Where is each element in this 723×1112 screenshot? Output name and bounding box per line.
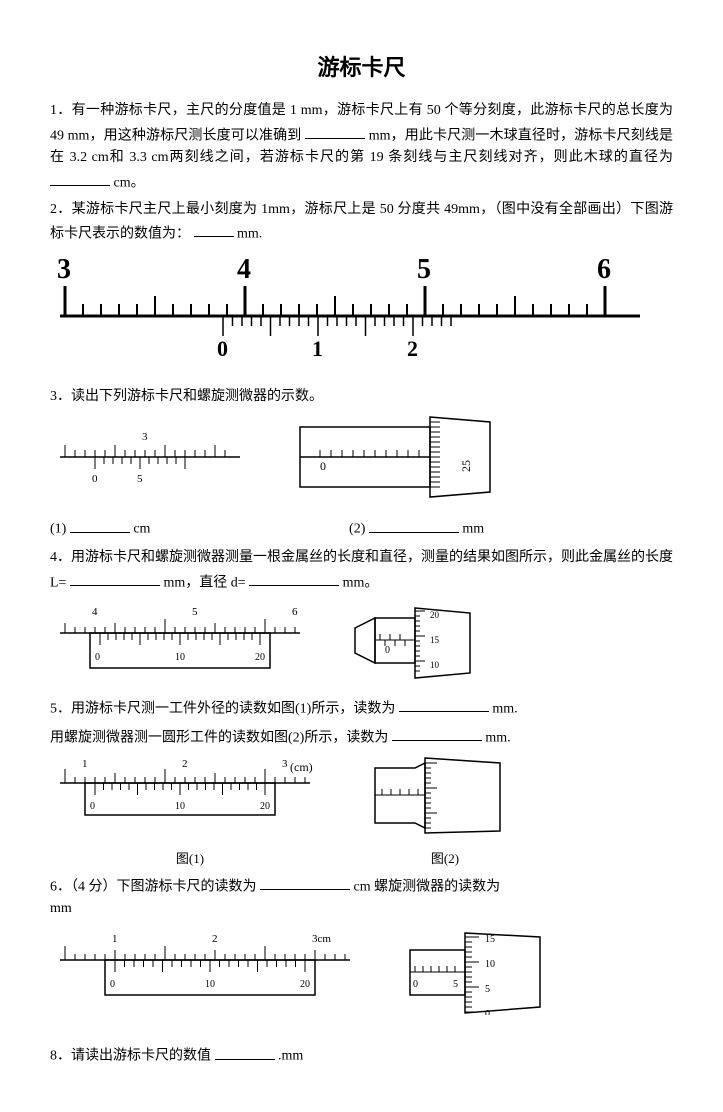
q5-unit-a: mm. [492,701,517,716]
q2-text-a: 2．某游标卡尺主尺上最小刻度为 1mm，游标尺上是 50 分度共 49mm，（图… [50,202,673,242]
fig5a-cm-label: (cm) [290,760,313,774]
svg-text:10: 10 [175,652,185,663]
fig3b-sleeve-0: 0 [320,459,326,473]
question-1: 1．有一种游标卡尺，主尺的分度值是 1 mm，游标卡尺上有 50 个等分刻度，此… [50,100,673,194]
svg-text:0: 0 [95,652,100,663]
fig5a-caption: 图(1) [50,849,330,870]
figure-q5a: 1 2 3 (cm) 0 10 20 图(1) [50,753,330,869]
svg-text:6: 6 [292,606,298,618]
q5-unit-b: mm. [485,730,510,745]
svg-text:1: 1 [312,336,323,361]
figure-q6-row: 1 2 3cm 0 10 20 0 5 15 10 5 0 [50,925,673,1023]
svg-text:0: 0 [92,473,98,485]
svg-text:10: 10 [485,959,495,970]
svg-text:5: 5 [192,606,198,618]
q3-ans-a-unit: cm [133,522,150,537]
svg-text:2: 2 [212,933,218,945]
svg-text:0: 0 [413,979,418,990]
figure-q3-row: 3 0 5 0 25 [50,412,673,510]
svg-text:5: 5 [453,979,458,990]
q6-unit-b: mm [50,901,72,916]
q8-blank-1 [215,1043,275,1059]
svg-text:1: 1 [82,758,88,770]
q6-unit-a: cm 螺旋测微器的读数为 [354,879,501,894]
question-6: 6．（4 分）下图游标卡尺的读数为 cm 螺旋测微器的读数为 mm [50,874,673,921]
q8-unit: .mm [278,1049,303,1064]
svg-text:15: 15 [485,934,495,945]
svg-text:0: 0 [217,336,228,361]
q3-text: 3．读出下列游标卡尺和螺旋测微器的示数。 [50,389,323,404]
q2-text-b: mm. [237,226,262,241]
q3-ans-b-label: (2) [349,522,365,537]
svg-text:20: 20 [430,610,440,620]
question-5a: 5．用游标卡尺测一工件外径的读数如图(1)所示，读数为 mm. [50,696,673,721]
svg-text:4: 4 [92,606,98,618]
svg-text:15: 15 [430,635,440,645]
svg-text:1: 1 [112,933,118,945]
q1-blank-1 [305,123,365,139]
figure-q3a: 3 0 5 [50,422,250,510]
svg-text:10: 10 [430,660,440,670]
page-title: 游标卡尺 [50,50,673,85]
question-2: 2．某游标卡尺主尺上最小刻度为 1mm，游标尺上是 50 分度共 49mm，（图… [50,199,673,246]
figure-q5-row: 1 2 3 (cm) 0 10 20 图(1) 图(2) [50,753,673,869]
q6-text-a: 6．（4 分）下图游标卡尺的读数为 [50,879,257,894]
q5-text-a: 5．用游标卡尺测一工件外径的读数如图(1)所示，读数为 [50,701,395,716]
svg-text:20: 20 [260,801,270,812]
fig4b-sleeve-0: 0 [385,645,390,656]
question-4: 4．用游标卡尺和螺旋测微器测量一根金属丝的长度和直径，测量的结果如图所示，则此金… [50,547,673,594]
svg-text:10: 10 [205,979,215,990]
figure-q4b: 0 20 15 10 [350,598,490,691]
question-8: 8．请读出游标卡尺的数值 .mm [50,1043,673,1068]
svg-text:0: 0 [485,1009,490,1015]
svg-text:2: 2 [182,758,188,770]
svg-text:20: 20 [255,652,265,663]
question-5b: 用螺旋测微器测一圆形工件的读数如图(2)所示，读数为 mm. [50,725,673,750]
q3-ans-a-blank [70,516,130,532]
q3-answer-row: (1) cm (2) mm [50,516,673,541]
q1-blank-2 [50,170,110,186]
svg-text:5: 5 [417,256,431,285]
q4-blank-1 [70,570,160,586]
figure-q4-row: 4 5 6 0 10 20 0 20 15 10 [50,598,673,691]
q4-blank-2 [249,570,339,586]
svg-text:3cm: 3cm [312,933,331,945]
figure-q6b: 0 5 15 10 5 0 [400,925,550,1023]
svg-text:3: 3 [282,758,288,770]
q1-text-c: cm。 [114,175,145,190]
svg-text:4: 4 [237,256,251,285]
fig3b-thimble-25: 25 [459,460,473,472]
q6-blank-1 [260,874,350,890]
q3-ans-b-unit: mm [462,522,484,537]
svg-text:5: 5 [137,473,143,485]
svg-text:6: 6 [597,256,611,285]
q4-text-c: mm。 [343,575,379,590]
question-3: 3．读出下列游标卡尺和螺旋测微器的示数。 [50,386,673,408]
svg-text:3: 3 [142,431,148,443]
figure-q5b: 图(2) [370,753,520,869]
fig5b-caption: 图(2) [370,849,520,870]
svg-text:0: 0 [90,801,95,812]
q5-blank-1 [399,696,489,712]
vernier-fig-2: 3 4 5 6 0 1 2 [50,256,650,376]
figure-q4a: 4 5 6 0 10 20 [50,598,310,691]
q3-ans-b-blank [369,516,459,532]
svg-text:10: 10 [175,801,185,812]
q5-text-b: 用螺旋测微器测一圆形工件的读数如图(2)所示，读数为 [50,730,388,745]
q3-ans-a-label: (1) [50,522,66,537]
q5-blank-2 [392,725,482,741]
figure-q6a: 1 2 3cm 0 10 20 [50,925,360,1023]
figure-q3b: 0 25 [290,412,510,510]
svg-text:0: 0 [110,979,115,990]
svg-text:5: 5 [485,984,490,995]
svg-text:2: 2 [407,336,418,361]
svg-text:3: 3 [57,256,71,285]
q4-text-b: mm，直径 d= [163,575,245,590]
q2-blank-1 [194,221,234,237]
figure-q2: 3 4 5 6 0 1 2 [50,256,673,376]
svg-text:20: 20 [300,979,310,990]
q8-text-a: 8．请读出游标卡尺的数值 [50,1049,211,1064]
